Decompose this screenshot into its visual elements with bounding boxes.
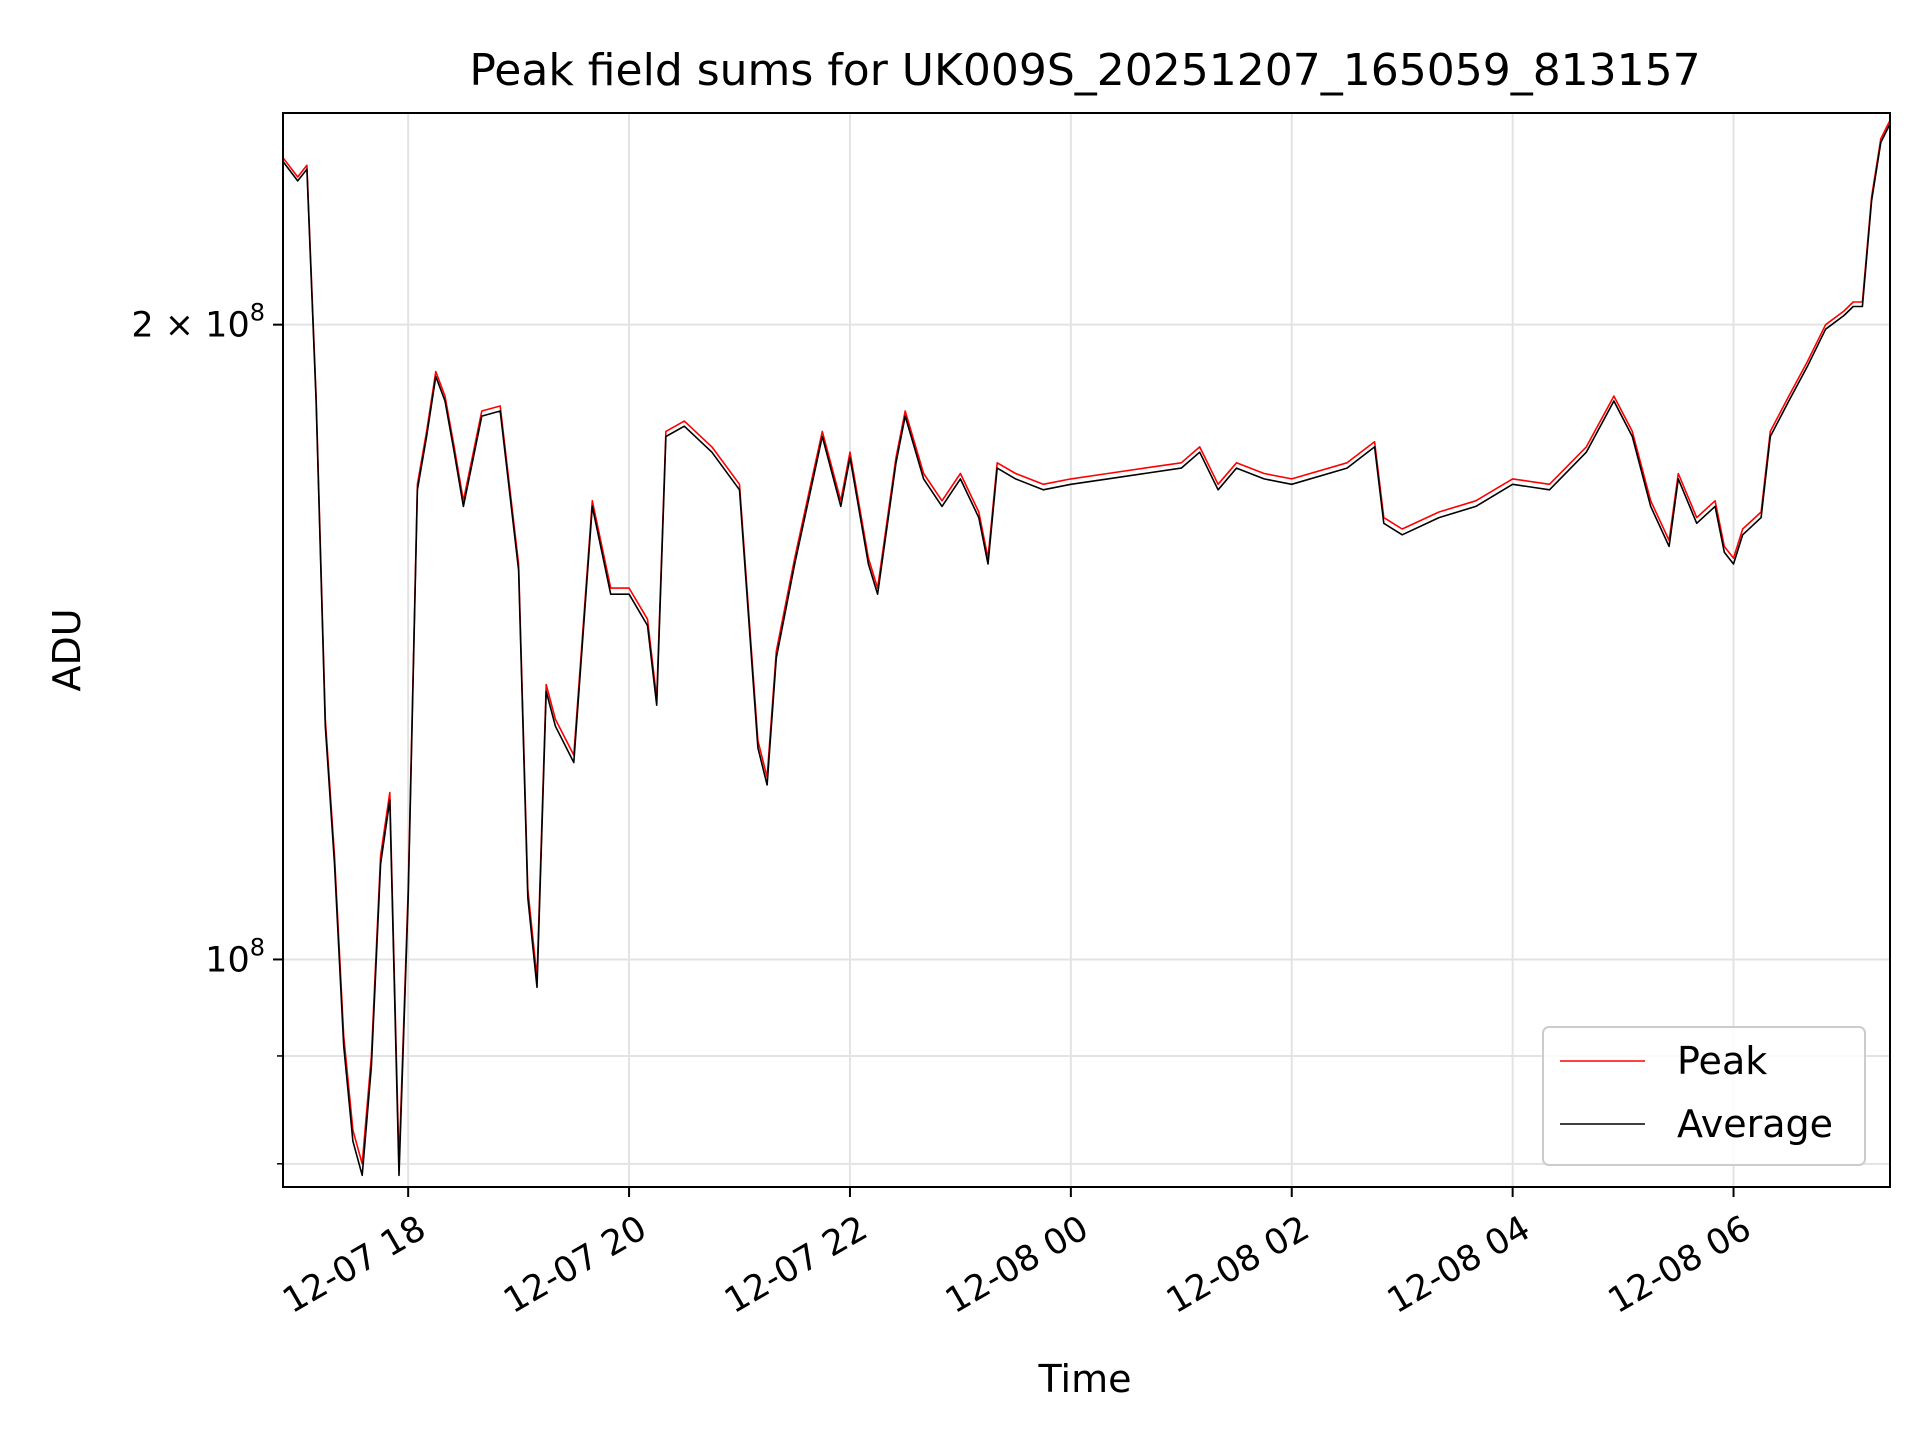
grid	[283, 113, 1890, 1187]
series-line-peak	[282, 119, 1891, 1165]
y-tick-label-base: 10	[205, 306, 250, 346]
y-axis-label: ADU	[45, 608, 89, 691]
y-tick-label-base: 10	[205, 940, 250, 980]
series-lines	[282, 119, 1891, 1177]
legend-label-average: Average	[1677, 1102, 1833, 1146]
y-tick-label-exponent: 8	[250, 299, 265, 327]
x-tick-label: 12-08 02	[1160, 1208, 1316, 1321]
y-tick-label-exponent: 8	[250, 933, 265, 961]
x-tick-label: 12-08 04	[1381, 1208, 1537, 1321]
y-tick-label-prefix: 2 ×	[131, 306, 205, 346]
legend: Peak Average	[1542, 1026, 1866, 1166]
series-line-average	[282, 123, 1891, 1177]
plot-frame	[282, 112, 1891, 1188]
chart-title: Peak field sums for UK009S_20251207_1650…	[469, 45, 1700, 96]
x-tick-label: 12-08 06	[1602, 1208, 1758, 1321]
x-axis: 12-07 18 12-07 20 12-07 22 12-08 00 12-08 02…	[276, 1187, 1758, 1322]
legend-label-peak: Peak	[1677, 1039, 1767, 1083]
x-tick-label: 12-07 20	[497, 1208, 653, 1321]
x-axis-label: Time	[1038, 1357, 1132, 1401]
y-tick-label: 2 × 108	[131, 299, 265, 346]
x-tick-label: 12-08 00	[939, 1208, 1095, 1321]
y-tick-label: 108	[205, 933, 265, 980]
x-tick-label: 12-07 22	[718, 1208, 874, 1321]
x-tick-label: 12-07 18	[276, 1208, 432, 1321]
